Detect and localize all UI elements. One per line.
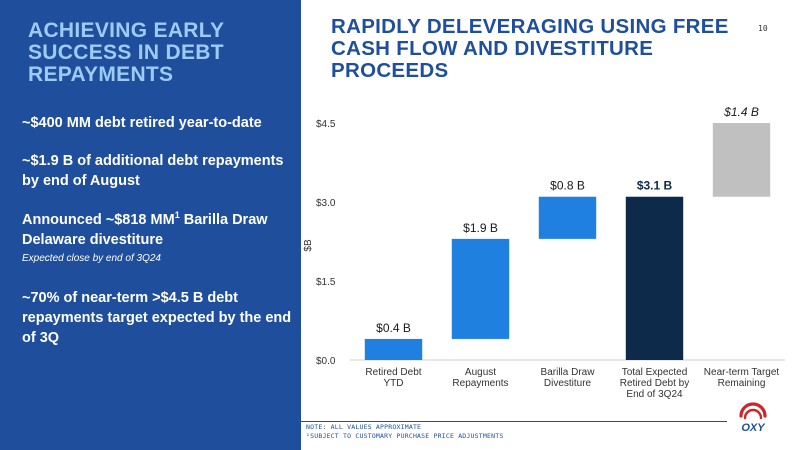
data-label: $1.4 B <box>723 105 759 119</box>
x-tick-label: Total Expected <box>622 367 688 378</box>
footnote-approximate: NOTE: ALL VALUES APPROXIMATE <box>306 423 422 431</box>
data-label: $1.9 B <box>463 221 498 235</box>
bar <box>625 196 684 360</box>
x-tick-label: Retired Debt <box>365 367 421 378</box>
x-tick-label: Remaining <box>718 378 766 389</box>
bullet-target-progress: ~70% of near-term >$4.5 B debt repayment… <box>22 290 292 346</box>
bullet-debt-retired: ~$400 MM debt retired year-to-date <box>22 115 262 131</box>
footer-divider <box>30 421 727 422</box>
logo-text: OXY <box>741 422 766 434</box>
x-tick-label: Divestiture <box>544 378 592 389</box>
bar <box>538 196 597 239</box>
footer-divider-tick <box>30 421 31 435</box>
x-tick-label: Repayments <box>452 378 508 389</box>
left-title: ACHIEVING EARLY SUCCESS IN DEBT REPAYMEN… <box>28 19 224 86</box>
oxy-logo-icon: OXY <box>739 402 767 434</box>
x-tick-label: Near-term Target <box>704 367 780 378</box>
y-tick-label: $1.5 <box>316 277 336 288</box>
bullet-divestiture: Announced ~$818 MM1 Barilla Draw Delawar… <box>22 210 294 266</box>
data-label: $0.4 B <box>376 321 411 335</box>
y-tick-label: $0.0 <box>316 356 336 367</box>
data-label: $0.8 B <box>550 179 585 193</box>
footnotes: NOTE: ALL VALUES APPROXIMATE ¹SUBJECT TO… <box>306 423 503 441</box>
x-tick-label: Retired Debt by <box>620 378 689 389</box>
chart-title: RAPIDLY DELEVERAGING USING FREE CASH FLO… <box>331 15 729 82</box>
y-tick-label: $3.0 <box>316 198 336 209</box>
x-tick-label: August <box>465 367 496 378</box>
footnote-purchase-price: ¹SUBJECT TO CUSTOMARY PURCHASE PRICE ADJ… <box>306 432 504 440</box>
bullet-divestiture-text: Announced ~$818 MM <box>22 212 175 228</box>
x-tick-label: End of 3Q24 <box>626 389 683 400</box>
data-label: $3.1 B <box>637 179 673 193</box>
footnote-marker: 1 <box>174 210 180 221</box>
left-panel: ACHIEVING EARLY SUCCESS IN DEBT REPAYMEN… <box>0 0 301 450</box>
bar <box>712 123 771 197</box>
bullet-additional-repayments: ~$1.9 B of additional debt repayments by… <box>22 153 284 189</box>
bar <box>364 338 423 360</box>
y-axis-label: $B <box>303 239 314 252</box>
bullet-divestiture-subtext: Expected close by end of 3Q24 <box>22 253 161 264</box>
page-number: 10 <box>758 24 768 33</box>
x-tick-label: YTD <box>384 378 404 389</box>
bar <box>451 238 510 339</box>
bullet-divestiture-text-end: Barilla Draw Delaware divestiture <box>22 212 268 248</box>
x-tick-label: Barilla Draw <box>541 367 596 378</box>
y-tick-label: $4.5 <box>316 119 336 130</box>
